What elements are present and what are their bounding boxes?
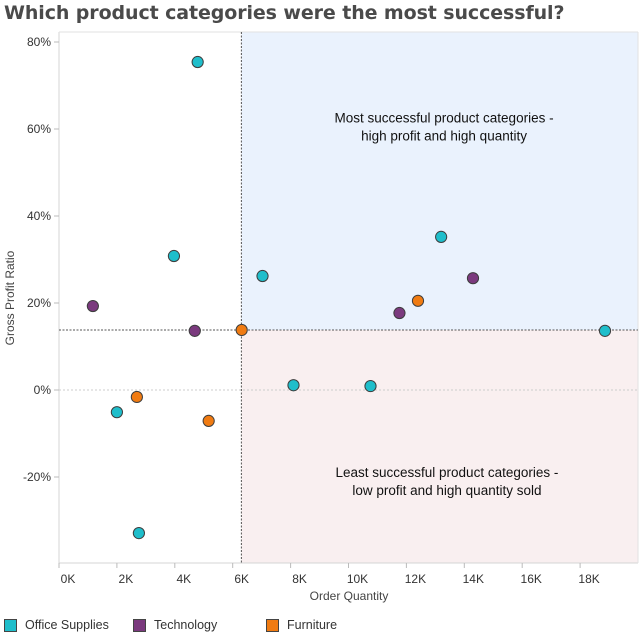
data-point-office-supplies[interactable] [364,379,377,393]
quadrant-lower-right [241,329,638,563]
legend-swatch [266,618,279,632]
legend-label: Technology [154,618,218,632]
data-point-office-supplies[interactable] [598,324,612,337]
x-tick-label: 4K [176,572,191,586]
x-tick-label: 6K [234,572,249,586]
data-point-technology[interactable] [86,299,99,313]
legend-label: Office Supplies [25,618,109,632]
data-point-furniture[interactable] [130,390,143,404]
data-point-technology[interactable] [393,306,406,320]
data-point-office-supplies[interactable] [132,527,146,540]
x-tick-label: 8K [292,572,307,586]
data-point-furniture[interactable] [235,323,248,337]
y-tick-label: 60% [27,122,51,136]
y-tick-label: 80% [27,35,51,49]
data-point-office-supplies[interactable] [191,55,204,69]
y-tick-label: -20% [23,470,51,484]
y-tick-label: 40% [27,209,51,223]
quadrant-annotation: high profit and high quantity [361,128,527,143]
legend-swatch [4,618,17,632]
data-point-office-supplies[interactable] [256,269,269,283]
legend-swatch [133,618,146,632]
x-tick-label: 14K [463,572,484,586]
legend: Office Supplies Technology Furniture [0,618,640,638]
scatter-chart: 80% 60% 40% 20% 0% -20% 0K 2K 4K 6K 8K 10K 12K 14K 16K… [3,31,639,603]
quadrant-annotation: Least successful product categories - [335,465,558,480]
data-point-technology[interactable] [466,272,480,285]
data-point-furniture[interactable] [202,414,215,427]
legend-label: Furniture [287,618,338,632]
y-tick-label: 0% [34,383,52,397]
y-axis-title: Gross Profit Ratio [3,250,17,345]
x-axis-title: Order Quantity [310,589,389,603]
data-point-technology[interactable] [188,324,201,337]
legend-item-office-supplies[interactable]: Office Supplies [4,618,109,632]
chart-title: Which product categories were the most s… [4,2,565,24]
legend-item-furniture[interactable]: Furniture [266,618,337,632]
x-tick-label: 16K [521,572,542,586]
data-point-office-supplies[interactable] [167,249,181,263]
data-point-furniture[interactable] [411,294,425,307]
data-point-office-supplies[interactable] [435,230,448,243]
x-tick-label: 2K [119,572,134,586]
y-tick-label: 20% [27,296,51,310]
legend-item-technology[interactable]: Technology [133,618,217,632]
quadrant-annotation: Most successful product categories - [334,110,553,125]
x-tick-label: 12K [405,572,426,586]
x-tick-label: 18K [578,572,599,586]
quadrant-upper-right [241,32,638,330]
data-point-office-supplies[interactable] [287,379,300,392]
quadrant-annotation: low profit and high quantity sold [352,483,541,498]
x-tick-label: 10K [347,572,368,586]
x-tick-label: 0K [61,572,76,586]
data-point-office-supplies[interactable] [110,406,124,419]
